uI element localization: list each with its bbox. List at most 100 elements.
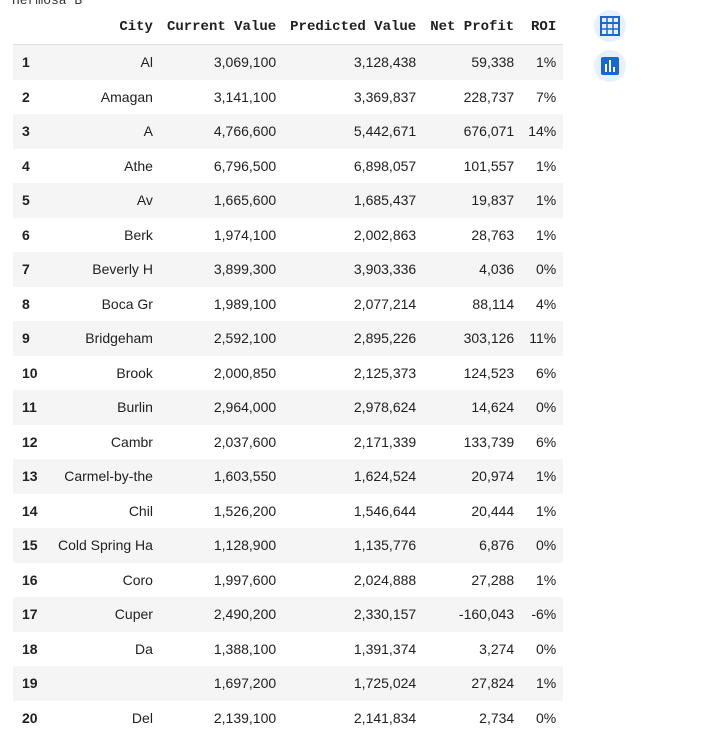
table-cell: 2,592,100 <box>159 321 284 356</box>
table-cell: 133,739 <box>463 433 515 450</box>
table-view-button[interactable] <box>594 10 626 42</box>
table-cell: 0% <box>521 252 564 287</box>
table-cell: 3,899,300 <box>159 252 284 287</box>
table-cell: 14,624 <box>423 390 522 425</box>
table-cell: 2,002,863 <box>353 226 417 243</box>
table-cell: Chil <box>128 502 153 519</box>
table-cell: 2,171,339 <box>353 433 417 450</box>
table-cell: Beverly H <box>51 252 160 287</box>
column-header: Predicted Value <box>283 10 424 45</box>
table-cell: 1,697,200 <box>159 666 284 701</box>
table-cell: 2,141,834 <box>353 709 417 726</box>
dataframe-table: City Current Value Predicted Value Net Prof… <box>13 10 564 736</box>
header-row: City Current Value Predicted Value Net Prof… <box>13 10 564 45</box>
table-cell: 2,895,226 <box>283 321 424 356</box>
table-cell: 0% <box>536 640 557 657</box>
table-cell: 88,114 <box>472 295 515 312</box>
table-cell: Athe <box>124 157 153 174</box>
table-cell: -160,043 <box>423 597 522 632</box>
table-cell: Cambr <box>110 433 153 450</box>
table-cell: 6,876 <box>423 528 522 563</box>
table-row: 4 Athe 6,796,500 6,898,057 101,557 1% <box>13 149 563 184</box>
table-cell: 11% <box>521 321 564 356</box>
table-cell: 1,685,437 <box>283 183 424 218</box>
row-index: 16 <box>22 571 38 588</box>
table-cell: Cold Spring Ha <box>51 528 160 563</box>
table-cell: 3,274 <box>479 640 515 657</box>
table-cell: A <box>51 114 160 149</box>
row-index: 8 <box>22 295 30 312</box>
table-row: 7 Beverly H 3,899,300 3,903,336 4,036 0% <box>13 252 564 287</box>
table-cell: Coro <box>122 571 153 588</box>
table-cell: 1,974,100 <box>213 226 277 243</box>
table-row: 9 Bridgeham 2,592,100 2,895,226 303,126 11% <box>13 321 564 356</box>
table-row: 8 Boca Gr 1,989,100 2,077,214 88,114 4% <box>13 287 563 322</box>
column-header: Net Profit <box>423 10 522 45</box>
table-cell: 6,796,500 <box>213 157 277 174</box>
table-cell: 1,997,600 <box>213 571 277 588</box>
row-index: 7 <box>13 252 51 287</box>
table-cell: 4% <box>536 295 557 312</box>
table-cell: Da <box>135 640 153 657</box>
table-cell: 19,837 <box>423 183 522 218</box>
table-cell: Boca Gr <box>101 295 153 312</box>
table-cell: -6% <box>521 597 564 632</box>
table-row: 5 Av 1,665,600 1,685,437 19,837 1% <box>13 183 564 218</box>
table-row: 11 Burlin 2,964,000 2,978,624 14,624 0% <box>13 390 564 425</box>
column-header <box>13 10 51 45</box>
table-row: 18 Da 1,388,100 1,391,374 3,274 0% <box>13 632 563 667</box>
table-cell: 1% <box>521 183 564 218</box>
table-row: 19 1,697,200 1,725,024 27,824 1% <box>13 666 564 701</box>
table-cell: 5,442,671 <box>283 114 424 149</box>
table-cell: 3,903,336 <box>283 252 424 287</box>
table-cell: 28,763 <box>471 226 515 243</box>
table-row: 1 Al 3,069,100 3,128,438 59,338 1% <box>13 44 564 80</box>
row-index: 9 <box>13 321 51 356</box>
table-cell: 2,125,373 <box>353 364 417 381</box>
table-cell: 3,128,438 <box>283 44 424 80</box>
table-cell: Carmel-by-the <box>51 459 160 494</box>
table-cell: Av <box>51 183 160 218</box>
table-row: 12 Cambr 2,037,600 2,171,339 133,739 6% <box>13 425 563 460</box>
table-row: 10 Brook 2,000,850 2,125,373 124,523 6% <box>13 356 563 391</box>
table-cell: 2,037,600 <box>213 433 277 450</box>
table-cell: Del <box>131 709 153 726</box>
table-cell: Amagan <box>100 88 153 105</box>
table-cell: 1% <box>521 44 564 80</box>
table-cell: 1,665,600 <box>159 183 284 218</box>
table-cell: 228,737 <box>463 88 515 105</box>
column-header: Current Value <box>159 10 284 45</box>
table-cell: 124,523 <box>463 364 515 381</box>
table-cell: 0% <box>521 528 564 563</box>
table-row: 14 Chil 1,526,200 1,546,644 20,444 1% <box>13 494 563 529</box>
table-cell: 27,288 <box>471 571 515 588</box>
row-index: 5 <box>13 183 51 218</box>
table-cell: 303,126 <box>423 321 522 356</box>
table-row: 6 Berk 1,974,100 2,002,863 28,763 1% <box>13 218 563 253</box>
table-cell: 1,989,100 <box>213 295 277 312</box>
table-cell: 1% <box>536 571 557 588</box>
table-cell: 2,077,214 <box>353 295 417 312</box>
table-cell: 101,557 <box>463 157 515 174</box>
table-cell: 1% <box>521 459 564 494</box>
table-cell: 3,141,100 <box>213 88 277 105</box>
table-cell <box>51 666 160 701</box>
table-cell: 3,069,100 <box>159 44 284 80</box>
table-cell: 20,974 <box>423 459 522 494</box>
table-cell: Cuper <box>51 597 160 632</box>
table-cell: 2,734 <box>479 709 515 726</box>
table-cell: 2,490,200 <box>159 597 284 632</box>
table-cell: 1,526,200 <box>213 502 277 519</box>
row-index: 4 <box>22 157 30 174</box>
table-row: 20 Del 2,139,100 2,141,834 2,734 0% <box>13 701 563 736</box>
table-row: 16 Coro 1,997,600 2,024,888 27,288 1% <box>13 563 563 598</box>
row-index: 14 <box>22 502 38 519</box>
table-cell: 6% <box>536 433 557 450</box>
chart-suggestion-button[interactable] <box>594 50 626 82</box>
table-body: 1 Al 3,069,100 3,128,438 59,338 1% 2 Amagan 3,14… <box>13 44 564 736</box>
row-index: 17 <box>13 597 51 632</box>
table-cell: 2,964,000 <box>159 390 284 425</box>
table-cell: 1,388,100 <box>213 640 277 657</box>
table-cell: 1% <box>521 666 564 701</box>
